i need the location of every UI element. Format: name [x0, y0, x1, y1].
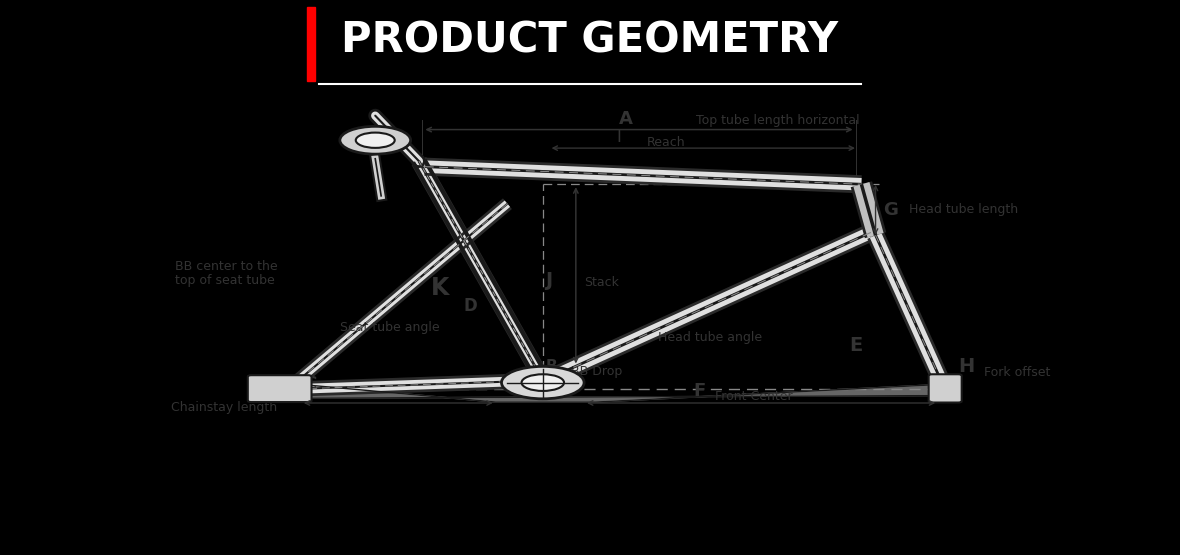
Text: Front Center: Front Center	[715, 390, 793, 403]
Text: Fork offset: Fork offset	[984, 366, 1050, 379]
Text: Seat tube angle: Seat tube angle	[340, 321, 439, 334]
Text: Reach: Reach	[647, 136, 686, 149]
Bar	[307, 7, 315, 80]
Text: BB Drop: BB Drop	[571, 365, 622, 378]
Text: G: G	[883, 201, 898, 219]
Circle shape	[356, 133, 394, 148]
Text: top of seat tube: top of seat tube	[175, 274, 275, 287]
Text: Head tube length: Head tube length	[909, 203, 1017, 216]
Text: PRODUCT GEOMETRY: PRODUCT GEOMETRY	[341, 19, 839, 61]
FancyBboxPatch shape	[248, 375, 312, 402]
FancyBboxPatch shape	[929, 374, 962, 402]
Text: Chainstay length: Chainstay length	[171, 401, 277, 415]
Text: C: C	[304, 375, 316, 393]
Polygon shape	[260, 384, 958, 402]
Text: D: D	[464, 297, 478, 315]
Text: E: E	[850, 336, 863, 355]
Text: J: J	[545, 271, 552, 290]
Text: Top tube length horizontal: Top tube length horizontal	[696, 114, 860, 127]
Text: I: I	[616, 128, 621, 146]
Text: BB center to the: BB center to the	[175, 260, 277, 273]
Text: K: K	[431, 276, 450, 300]
Circle shape	[340, 127, 411, 154]
Text: F: F	[694, 382, 706, 400]
Circle shape	[522, 374, 564, 391]
Text: B: B	[545, 359, 557, 374]
Text: Head tube angle: Head tube angle	[658, 331, 762, 344]
Text: A: A	[618, 110, 632, 128]
Text: H: H	[958, 357, 975, 376]
Circle shape	[502, 366, 584, 399]
Text: Stack: Stack	[584, 276, 620, 290]
